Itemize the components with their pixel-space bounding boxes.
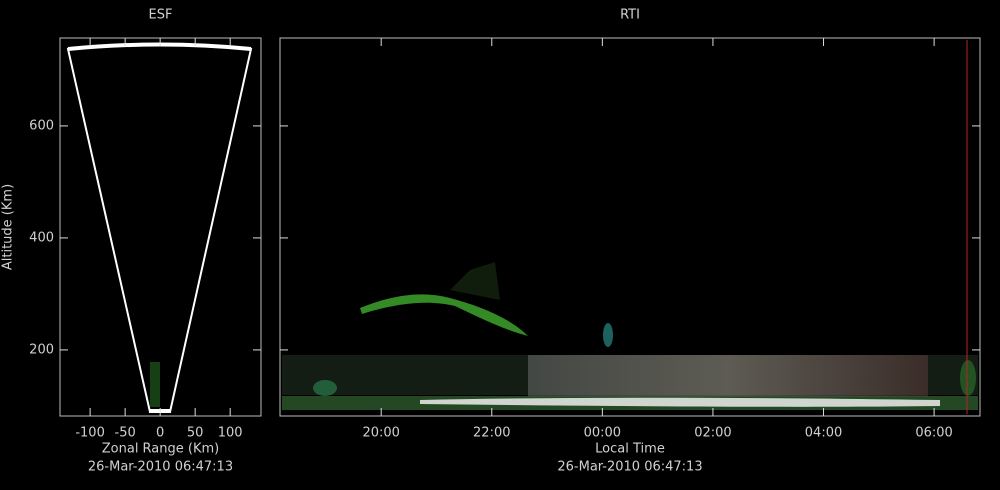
- y-tick-label: 200: [29, 342, 54, 357]
- x-axis-label: Local Time: [595, 442, 665, 457]
- x-axis-label: Zonal Range (Km): [102, 442, 219, 457]
- x-tick-label: 06:00: [915, 426, 952, 441]
- y-tick-label: 400: [29, 230, 54, 245]
- panel-title: ESF: [149, 8, 173, 23]
- panel-title: RTI: [620, 8, 640, 23]
- x-tick-label: 02:00: [694, 426, 731, 441]
- x-tick-label: 0: [156, 426, 164, 441]
- y-tick-label: 600: [29, 118, 54, 133]
- x-tick-label: 22:00: [473, 426, 510, 441]
- subtitle: 26-Mar-2010 06:47:13: [557, 460, 702, 475]
- plot-frame: [279, 37, 981, 417]
- x-tick-label: 50: [187, 426, 204, 441]
- rti-echoes: [282, 40, 978, 414]
- x-tick-label: -100: [75, 426, 105, 441]
- x-tick-label: 100: [218, 426, 243, 441]
- x-tick-label: 00:00: [584, 426, 621, 441]
- y-axis-label: Altitude (Km): [1, 184, 16, 270]
- x-tick-label: -50: [115, 426, 136, 441]
- x-tick-label: 20:00: [362, 426, 399, 441]
- plot-frame: [59, 37, 262, 417]
- x-tick-label: 04:00: [805, 426, 842, 441]
- esf-echoes: [66, 42, 253, 413]
- subtitle: 26-Mar-2010 06:47:13: [88, 460, 233, 475]
